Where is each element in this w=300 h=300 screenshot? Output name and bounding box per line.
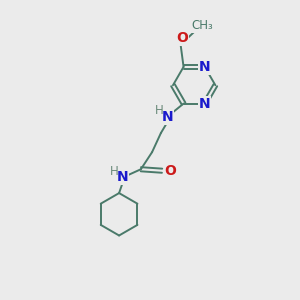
Text: O: O bbox=[164, 164, 176, 178]
Text: N: N bbox=[162, 110, 173, 124]
Text: CH₃: CH₃ bbox=[192, 20, 214, 32]
Text: N: N bbox=[199, 97, 211, 111]
Text: O: O bbox=[176, 31, 188, 45]
Text: N: N bbox=[199, 60, 211, 74]
Text: H: H bbox=[110, 164, 118, 178]
Text: N: N bbox=[117, 170, 128, 184]
Text: H: H bbox=[155, 104, 164, 117]
